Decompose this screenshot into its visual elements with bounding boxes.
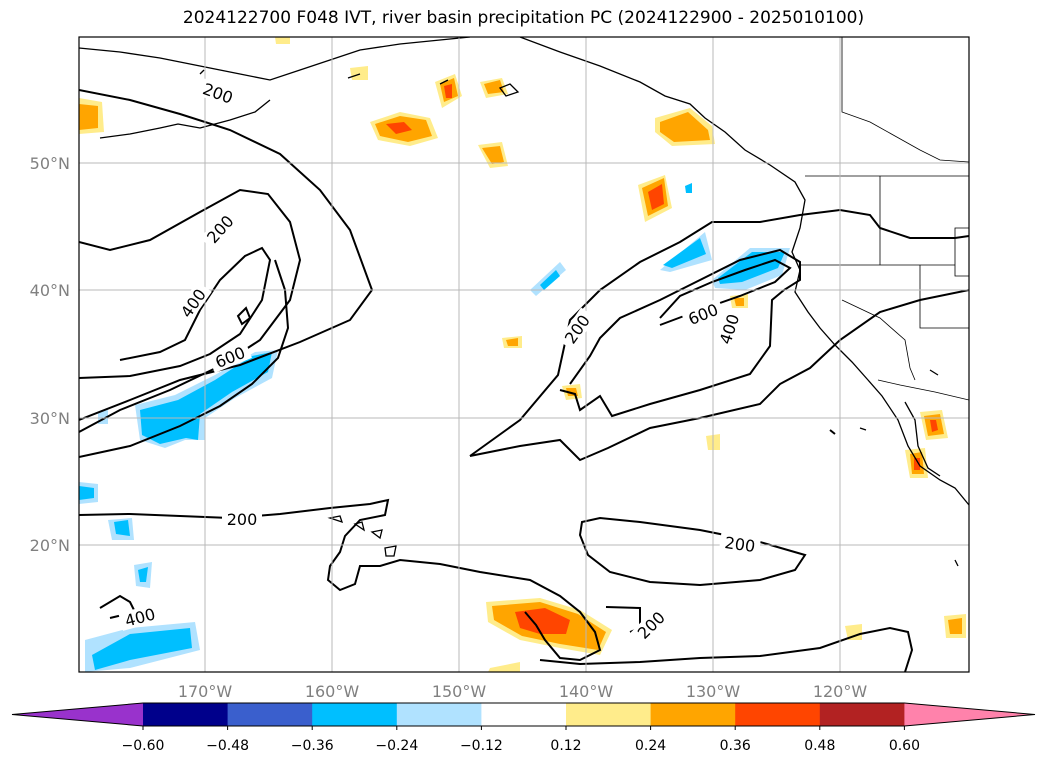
colorbar-segment bbox=[819, 703, 905, 726]
colorbar-tick-label: −0.24 bbox=[375, 738, 418, 754]
colorbar-extend-min bbox=[12, 703, 143, 726]
lon-label: 170°W bbox=[178, 682, 233, 701]
colorbar-tick-label: 0.60 bbox=[889, 738, 920, 754]
colorbar-tick-label: −0.48 bbox=[206, 738, 249, 754]
lon-label: 130°W bbox=[686, 682, 741, 701]
colorbar-segment bbox=[566, 703, 652, 726]
colorbar-tick-label: −0.12 bbox=[460, 738, 503, 754]
lat-label: 20°N bbox=[30, 536, 70, 555]
colorbar-segment bbox=[143, 703, 229, 726]
colorbar-segment bbox=[481, 703, 567, 726]
colorbar-tick-label: −0.60 bbox=[122, 738, 165, 754]
map-frame bbox=[78, 36, 970, 673]
lat-label: 50°N bbox=[30, 154, 70, 173]
lat-label: 40°N bbox=[30, 281, 70, 300]
colorbar-tick-label: 0.24 bbox=[635, 738, 666, 754]
colorbar: −0.60 −0.48 −0.36 −0.24 −0.12 0.12 0.24 0.36 0.4… bbox=[11, 702, 1036, 754]
colorbar-tick-label: 0.36 bbox=[720, 738, 751, 754]
colorbar-segment bbox=[735, 703, 821, 726]
colorbar-extend-max bbox=[904, 703, 1035, 726]
colorbar-tick-label: 0.12 bbox=[550, 738, 581, 754]
contour-label: 200 bbox=[723, 533, 756, 556]
precip-patches bbox=[79, 37, 966, 672]
colorbar-tick-label: −0.36 bbox=[291, 738, 334, 754]
coastlines bbox=[79, 37, 969, 567]
gridlines bbox=[79, 37, 969, 672]
political-borders bbox=[800, 37, 969, 401]
lon-label: 150°W bbox=[432, 682, 487, 701]
ivt-contours bbox=[79, 89, 969, 672]
colorbar-segment bbox=[650, 703, 736, 726]
longitude-labels: 170°W 160°W 150°W 140°W 130°W 120°W bbox=[178, 682, 868, 701]
lon-label: 160°W bbox=[305, 682, 360, 701]
colorbar-tick-label: 0.48 bbox=[804, 738, 835, 754]
colorbar-segment bbox=[312, 703, 398, 726]
colorbar-segment bbox=[227, 703, 313, 726]
contour-label: 200 bbox=[227, 510, 258, 529]
latitude-labels: 50°N 40°N 30°N 20°N bbox=[30, 154, 70, 555]
lat-label: 30°N bbox=[30, 409, 70, 428]
lon-label: 120°W bbox=[813, 682, 868, 701]
colorbar-segment bbox=[396, 703, 482, 726]
map-title: 2024122700 F048 IVT, river basin precipi… bbox=[182, 8, 865, 28]
lon-label: 140°W bbox=[559, 682, 614, 701]
